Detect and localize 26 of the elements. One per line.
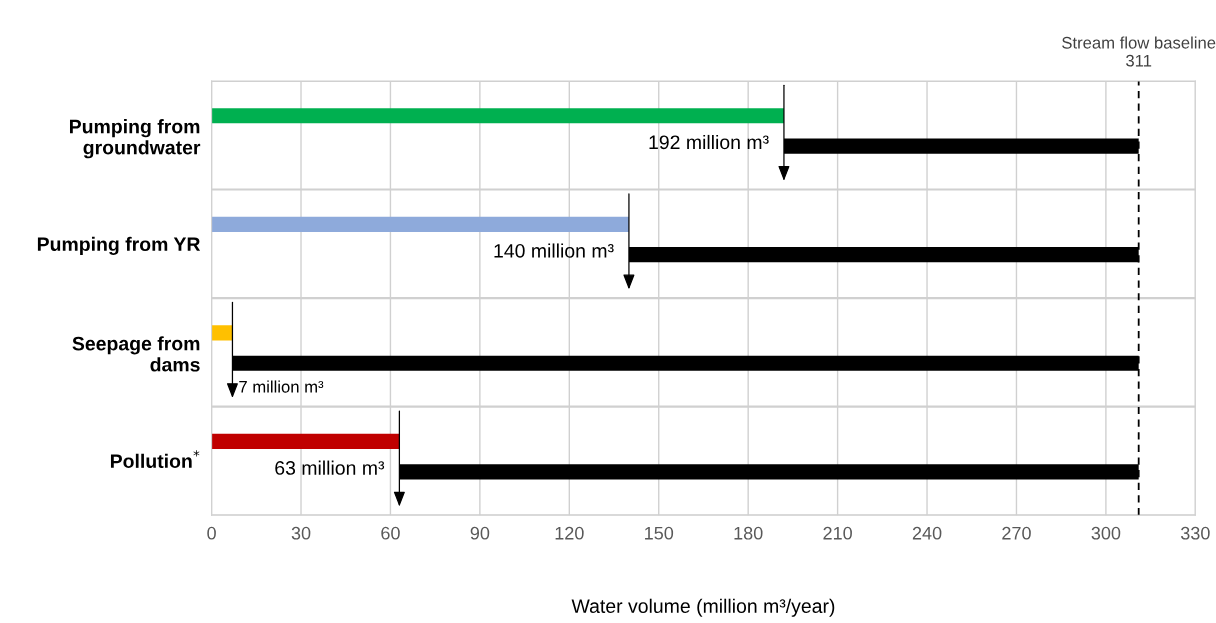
x-tick-label: 60 xyxy=(381,526,400,540)
bar xyxy=(211,108,784,124)
bar xyxy=(211,216,629,232)
x-tick-label: 240 xyxy=(912,526,942,540)
x-tick-label: 300 xyxy=(1091,526,1121,540)
x-tick-label: 0 xyxy=(207,526,216,540)
annotation: 7 million m³ xyxy=(239,380,324,393)
annotation: 63 million m³ xyxy=(275,460,385,475)
bar xyxy=(211,433,400,449)
y-tick-label: Pumping from groundwater xyxy=(69,119,201,159)
x-tick-label: 330 xyxy=(1180,526,1210,540)
annotation: 192 million m³ xyxy=(649,134,769,150)
x-axis-title: Water volume (million m³/year) xyxy=(571,598,835,617)
annotation: 140 million m³ xyxy=(494,243,614,258)
y-tick-label: Pumping from YR xyxy=(37,236,201,255)
x-tick-label: 180 xyxy=(734,526,763,540)
x-tick-label: 270 xyxy=(1002,526,1031,540)
x-tick-label: 210 xyxy=(823,526,852,540)
ref-line-label: Stream flow baseline 311 xyxy=(1062,36,1216,67)
x-tick-label: 90 xyxy=(470,526,490,540)
x-tick-label: 30 xyxy=(291,526,311,540)
y-tick-label: Pollution$^{*}$ xyxy=(110,450,200,469)
bar xyxy=(211,325,233,341)
x-tick-label: 150 xyxy=(645,526,674,540)
y-tick-label: Seepage from dams xyxy=(72,336,200,372)
x-tick-label: 120 xyxy=(555,526,584,540)
